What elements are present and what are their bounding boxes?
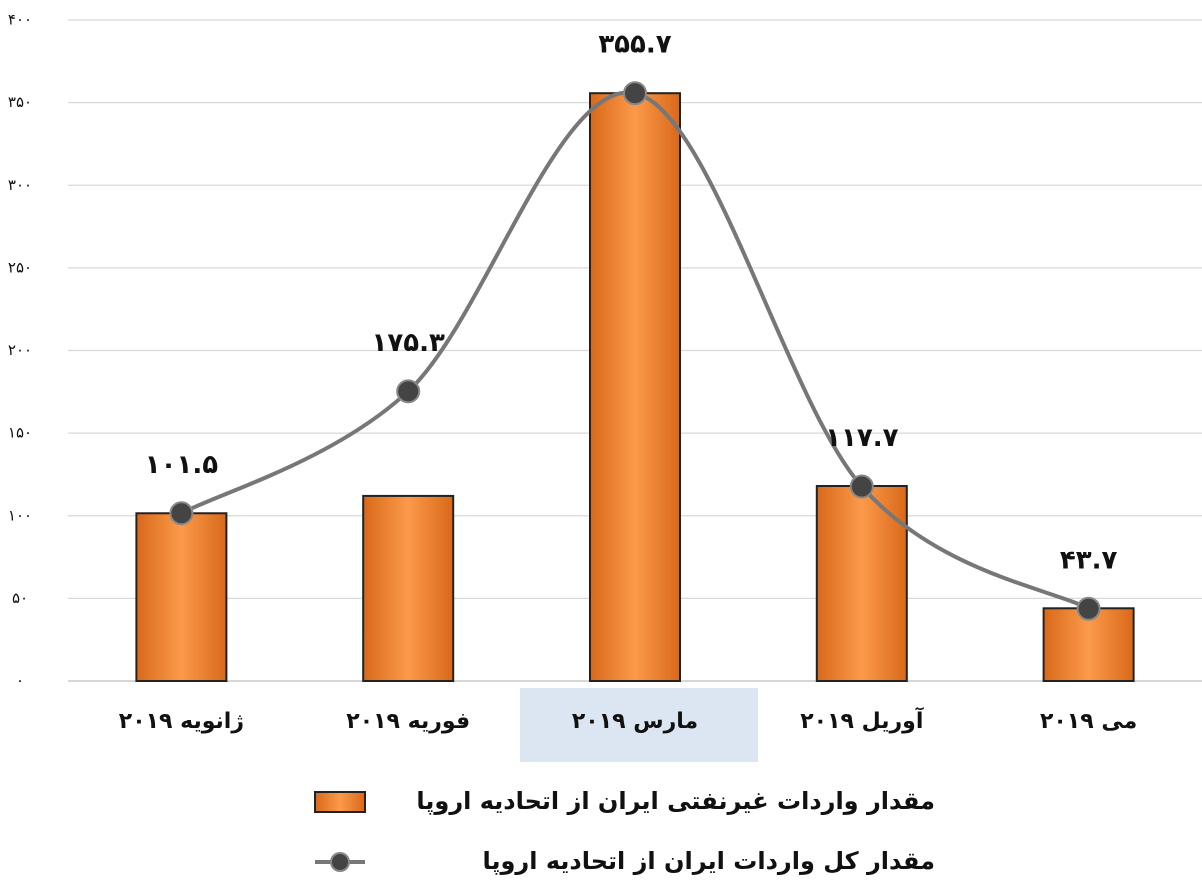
legend-swatch <box>314 791 366 813</box>
legend-label: مقدار واردات غیرنفتی ایران از اتحادیه ار… <box>416 787 935 815</box>
data-label: ۴۳.۷ <box>1060 545 1118 575</box>
y-tick-label: ۵۰ <box>12 589 28 607</box>
y-tick-label: ۲۵۰ <box>8 258 32 276</box>
x-tick-label: می ۲۰۱۹ <box>1040 709 1137 734</box>
legend-swatch <box>330 852 350 872</box>
bar <box>135 512 228 682</box>
bar <box>589 92 681 682</box>
data-label: ۳۵۵.۷ <box>598 30 671 60</box>
y-tick-label: ۳۵۰ <box>8 93 32 111</box>
line-marker <box>396 379 421 404</box>
y-tick-label: ۲۰۰ <box>8 341 32 359</box>
y-tick-label: ۴۰۰ <box>8 11 32 29</box>
legend-label: مقدار کل واردات ایران از اتحادیه اروپا <box>482 847 935 875</box>
bar <box>362 494 455 683</box>
y-tick-label: ۰ <box>16 672 24 690</box>
x-tick-label: آوریل ۲۰۱۹ <box>800 706 924 734</box>
x-tick-label: فوریه ۲۰۱۹ <box>346 709 470 734</box>
data-label: ۱۷۵.۳ <box>372 328 445 358</box>
y-tick-label: ۱۵۰ <box>8 424 32 442</box>
line-marker <box>623 81 647 106</box>
bar <box>815 485 908 682</box>
y-tick-label: ۳۰۰ <box>8 176 32 194</box>
data-label: ۱۱۷.۷ <box>825 423 898 453</box>
data-label: ۱۰۱.۵ <box>145 450 218 480</box>
x-tick-label: مارس ۲۰۱۹ <box>572 709 698 734</box>
line-marker <box>1076 596 1101 621</box>
category-highlight <box>520 688 758 762</box>
x-tick-label: ژانویه ۲۰۱۹ <box>119 709 244 734</box>
line-marker <box>849 474 874 499</box>
line-marker <box>169 501 194 526</box>
y-tick-label: ۱۰۰ <box>8 506 32 524</box>
